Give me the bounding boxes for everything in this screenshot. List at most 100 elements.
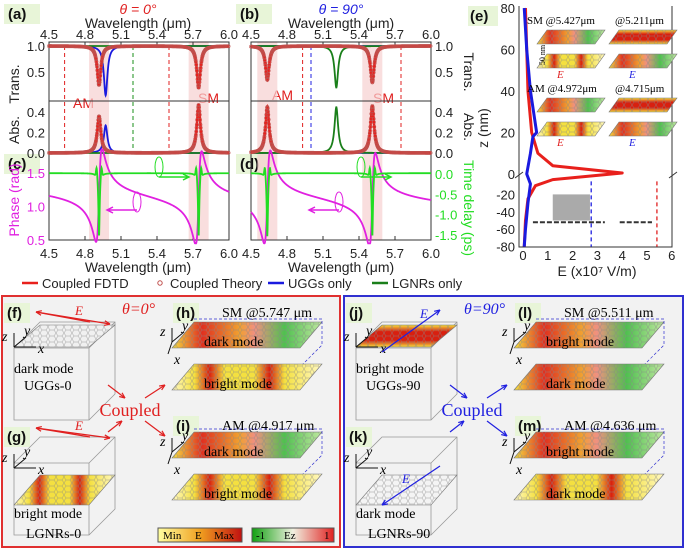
theory-point-abs: [99, 135, 104, 140]
theory-point-trans: [371, 74, 376, 79]
x-tick-bottom: 5.1: [112, 246, 130, 261]
axis-x-label: x: [173, 463, 181, 478]
arrow-head-icon: [116, 420, 123, 427]
coordinate-axes-icon: [13, 454, 36, 469]
theory-point-trans: [97, 82, 102, 87]
x-tick-top: 4.5: [242, 27, 260, 42]
theory-point-abs: [428, 151, 433, 155]
theory-point-abs: [371, 107, 375, 112]
mode-label: dark mode: [14, 362, 73, 377]
phase-tick: 1.5: [27, 166, 45, 181]
panel-label: (m): [518, 418, 541, 435]
theory-point-abs: [98, 126, 103, 131]
theory-point-abs: [98, 123, 103, 127]
phase-axis-indicator-ellipse: [132, 191, 142, 213]
simulation-box: [355, 436, 458, 536]
lower-mode-label: dark mode: [546, 487, 605, 502]
legend-item: Coupled Theory: [170, 276, 263, 291]
theory-point-trans: [266, 68, 271, 73]
x-tick-top: 4.8: [278, 27, 296, 42]
panel-a-title: θ = 0°: [120, 1, 157, 17]
graphene-plane-lattice: [356, 325, 457, 347]
theory-point-abs: [95, 131, 99, 136]
coordinate-axes-icon: [355, 333, 378, 348]
theory-point-trans: [371, 70, 376, 75]
theory-point-abs: [369, 116, 373, 121]
e-x-tick: 5: [643, 248, 650, 263]
e-y-tick: -80: [496, 240, 515, 255]
theory-point-trans: [98, 67, 103, 71]
inset-upper-plane-lattice: [609, 30, 677, 44]
ugg-outline: [536, 428, 665, 478]
theory-point-trans: [369, 70, 373, 75]
theory-point-trans: [193, 56, 198, 61]
coupled-label: Coupled: [100, 400, 161, 420]
time-delay-curve: [250, 164, 432, 237]
axis-x-label: x: [173, 353, 181, 368]
coupled-label: Coupled: [442, 400, 503, 420]
x-tick-top: 5.4: [350, 27, 368, 42]
simulation-box: [13, 436, 116, 536]
theory-point-trans: [99, 58, 104, 63]
x-tick-top: 6.0: [422, 27, 440, 42]
axis-y-label: y: [522, 319, 531, 334]
theory-point-trans: [261, 53, 266, 58]
e-y-tick: -40: [496, 205, 515, 220]
x-tick-top: 4.8: [76, 27, 94, 42]
axis-x-label: x: [37, 463, 45, 478]
x-tick-bottom: 5.7: [184, 246, 202, 261]
theory-point-abs: [374, 139, 379, 144]
legend-item: Coupled FDTD: [42, 276, 129, 291]
panel-label-bg: [4, 303, 30, 323]
mode-label: bright mode: [356, 362, 424, 377]
resonance-shade-1: [188, 42, 209, 240]
theory-point-trans: [193, 54, 197, 59]
axis-x-label: x: [379, 463, 387, 478]
inset-upper-plane-lattice: [609, 98, 677, 112]
ugg-block: [552, 194, 590, 221]
coupling-arrow: [107, 420, 123, 433]
e-x-tick: 2: [569, 248, 576, 263]
theory-point-trans: [265, 77, 270, 81]
theory-point-abs: [94, 138, 98, 143]
theory-point-abs: [94, 133, 99, 138]
mode-title: AM @4.917 μm: [222, 419, 314, 434]
axis-z-label: z: [1, 451, 8, 466]
axis-y-label: y: [22, 445, 31, 460]
theory-point-trans: [94, 62, 99, 67]
theory-point-abs: [199, 134, 204, 139]
theory-point-abs: [194, 129, 199, 134]
axis-z-label: z: [1, 330, 8, 345]
upper-field-plane-lattice: [514, 322, 664, 348]
theory-point-abs: [370, 105, 375, 110]
panel-label-bg: [346, 427, 372, 447]
panel-c-ylabel: Phase (rad): [6, 163, 22, 236]
upper-mode-label: bright mode: [546, 335, 614, 350]
theory-point-abs: [372, 124, 377, 129]
theory-point-trans: [371, 68, 376, 72]
colorbar-ez: [251, 527, 335, 543]
theory-point-trans: [199, 59, 204, 64]
e-x-tick: 3: [594, 248, 601, 263]
colorbar-e-label: Min: [163, 530, 182, 542]
theory-point-abs: [367, 136, 371, 141]
x-tick-bottom: 5.7: [386, 246, 404, 261]
theory-point-trans: [367, 55, 371, 60]
e-field-label: E: [74, 418, 83, 433]
plot-frame: [48, 41, 230, 241]
panel-a-ylabel-abs: Abs.: [6, 116, 22, 144]
theory-point-trans: [372, 59, 377, 64]
axis-z-label: z: [501, 435, 508, 450]
arrow-head-icon: [501, 430, 508, 437]
panel-e-xlabel: E (x10⁷ V/m): [558, 263, 637, 279]
resonance-shade-0: [89, 42, 110, 240]
phase-axis-indicator-ellipse: [334, 191, 344, 213]
coordinate-axes-icon: [13, 333, 36, 348]
panel-label: (l): [518, 305, 532, 322]
coupling-arrow: [486, 384, 508, 399]
theory-point-abs: [263, 128, 268, 132]
panel-label: (k): [349, 429, 367, 446]
theory-point-abs: [99, 137, 104, 141]
x-tick-top: 5.4: [148, 27, 166, 42]
